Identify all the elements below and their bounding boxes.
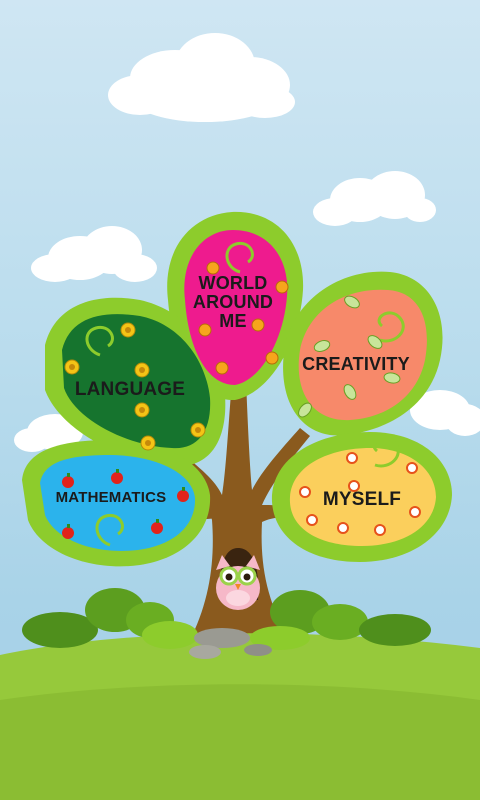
leaf-icons <box>298 295 401 418</box>
branch-label-myself[interactable]: MYSELF <box>322 489 402 510</box>
branch-label-creativity[interactable]: CREATIVITY <box>302 354 410 374</box>
flower-icons <box>299 452 421 536</box>
sunflower-icons <box>64 322 206 451</box>
honey-pot-icons <box>198 261 289 375</box>
owl-icon[interactable] <box>216 555 260 610</box>
stones <box>189 628 272 659</box>
leaf-myself[interactable] <box>289 448 436 546</box>
branch-label-mathematics[interactable]: MATHEMATICS <box>55 489 167 506</box>
cloud-left <box>31 226 157 282</box>
leaf-creativity[interactable] <box>298 289 427 421</box>
cloud-right <box>313 171 436 226</box>
branch-label-world-around-me[interactable]: WORLD AROUND ME <box>192 273 274 331</box>
apple-icons <box>62 469 189 539</box>
cloud-right-low <box>410 390 480 436</box>
bushes <box>22 588 431 650</box>
cloud-top <box>108 33 295 122</box>
swirl-decorations <box>85 241 405 547</box>
branch-label-language[interactable]: LANGUAGE <box>74 379 186 400</box>
leaf-language[interactable] <box>62 314 211 449</box>
